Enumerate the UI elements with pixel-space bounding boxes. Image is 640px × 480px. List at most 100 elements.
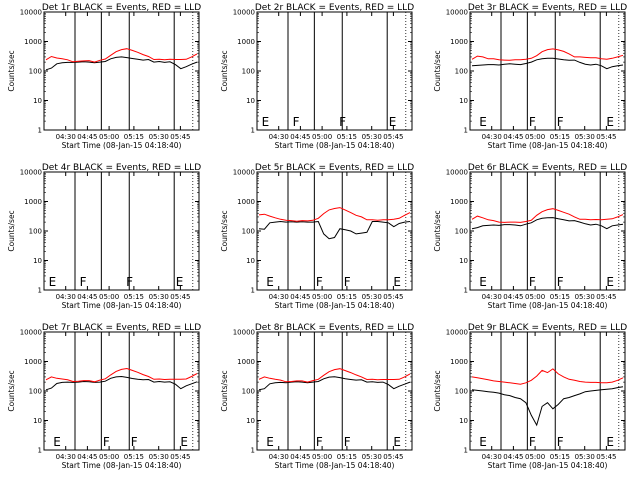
x-tick-label: 05:45 — [596, 133, 616, 141]
plot-frame — [43, 331, 200, 451]
x-tick-label: 04:30 — [269, 293, 289, 301]
y-tick-label: 10000 — [446, 9, 468, 17]
x-tick-label: 05:15 — [124, 453, 144, 461]
x-tick-label: 04:45 — [77, 293, 97, 301]
x-tick-label: 05:45 — [383, 293, 403, 301]
marker-label: F — [103, 435, 110, 449]
y-axis-label: Counts/sec — [7, 370, 16, 411]
x-tick-label: 04:30 — [482, 133, 502, 141]
detector-panel-5: Det 5r BLACK = Events, RED = LLD 1 10 100 10… — [220, 163, 414, 310]
y-tick-label: 100 — [455, 68, 468, 76]
lld-series-line — [258, 207, 411, 222]
marker-label: F — [344, 435, 351, 449]
x-tick-label: 04:30 — [482, 453, 502, 461]
y-tick-label: 1000 — [24, 198, 42, 206]
x-tick-label: 05:15 — [337, 453, 357, 461]
x-tick-label: 05:00 — [312, 453, 332, 461]
y-tick-label: 10 — [246, 257, 255, 265]
y-tick-label: 10000 — [233, 329, 255, 337]
marker-label: F — [344, 275, 351, 289]
marker-label: E — [479, 435, 487, 449]
events-series-line — [471, 386, 624, 427]
y-tick-label: 10000 — [233, 9, 255, 17]
marker-label: E — [266, 435, 274, 449]
marker-label: F — [293, 115, 300, 129]
y-axis-label: Counts/sec — [433, 210, 442, 251]
events-series-line — [258, 220, 411, 240]
x-tick-label: 05:30 — [575, 133, 595, 141]
detector-panel-4: Det 4r BLACK = Events, RED = LLD 1 10 100 10… — [7, 163, 201, 310]
detector-panel-1: Det 1r BLACK = Events, RED = LLD 1 10 100 10… — [7, 3, 201, 150]
y-tick-label: 1 — [38, 447, 42, 455]
x-tick-label: 05:45 — [383, 453, 403, 461]
marker-label: E — [389, 115, 397, 129]
x-tick-label: 05:15 — [550, 133, 570, 141]
y-tick-label: 10 — [459, 417, 468, 425]
y-tick-label: 10000 — [446, 329, 468, 337]
marker-label: E — [393, 275, 401, 289]
marker-label: E — [53, 435, 61, 449]
detector-panel-9: Det 9r BLACK = Events, RED = LLD 1 10 100 10… — [433, 323, 627, 470]
panel-title: Det 3r BLACK = Events, RED = LLD — [468, 3, 627, 13]
marker-label: E — [606, 435, 614, 449]
y-tick-label: 1 — [251, 127, 255, 135]
plot-frame — [256, 11, 413, 131]
x-tick-label: 05:30 — [362, 293, 382, 301]
x-tick-label: 05:15 — [550, 293, 570, 301]
x-axis-label: Start Time (08-Jan-15 04:18:40) — [275, 301, 395, 310]
y-axis-label: Counts/sec — [7, 50, 16, 91]
x-tick-label: 05:00 — [525, 293, 545, 301]
x-tick-label: 05:15 — [124, 293, 144, 301]
x-tick-label: 04:45 — [77, 453, 97, 461]
y-tick-label: 10000 — [446, 169, 468, 177]
x-tick-label: 04:30 — [269, 133, 289, 141]
x-tick-label: 05:30 — [575, 293, 595, 301]
x-tick-label: 05:15 — [550, 453, 570, 461]
detector-panel-6: Det 6r BLACK = Events, RED = LLD 1 10 100 10… — [433, 163, 627, 310]
y-tick-label: 100 — [242, 388, 255, 396]
marker-label: F — [557, 275, 564, 289]
marker-label: F — [316, 275, 323, 289]
x-axis-label: Start Time (08-Jan-15 04:18:40) — [488, 461, 608, 470]
x-tick-label: 04:30 — [482, 293, 502, 301]
panel-title: Det 2r BLACK = Events, RED = LLD — [255, 3, 414, 13]
y-tick-label: 10 — [459, 97, 468, 105]
x-tick-label: 05:15 — [124, 133, 144, 141]
y-axis-label: Counts/sec — [7, 210, 16, 251]
marker-label: E — [479, 275, 487, 289]
panel-title: Det 8r BLACK = Events, RED = LLD — [255, 323, 414, 333]
y-tick-label: 10 — [459, 257, 468, 265]
x-tick-label: 05:15 — [337, 293, 357, 301]
y-tick-label: 1 — [251, 447, 255, 455]
lld-series-line — [471, 208, 624, 223]
panel-title: Det 7r BLACK = Events, RED = LLD — [42, 323, 201, 333]
y-tick-label: 1 — [464, 287, 468, 295]
detector-panel-3: Det 3r BLACK = Events, RED = LLD 1 10 100 10… — [433, 3, 627, 150]
x-tick-label: 05:00 — [99, 453, 119, 461]
x-tick-label: 04:45 — [290, 453, 310, 461]
panel-title: Det 6r BLACK = Events, RED = LLD — [468, 163, 627, 173]
y-tick-label: 100 — [455, 228, 468, 236]
y-tick-label: 10000 — [20, 329, 42, 337]
x-tick-label: 04:30 — [269, 453, 289, 461]
marker-label: E — [606, 275, 614, 289]
y-tick-label: 1 — [38, 127, 42, 135]
y-tick-label: 1000 — [237, 358, 255, 366]
x-tick-label: 05:45 — [596, 293, 616, 301]
y-tick-label: 100 — [29, 388, 42, 396]
detector-panel-7: Det 7r BLACK = Events, RED = LLD 1 10 100 10… — [7, 323, 201, 470]
y-tick-label: 10000 — [233, 169, 255, 177]
x-axis-label: Start Time (08-Jan-15 04:18:40) — [275, 461, 395, 470]
plot-frame — [43, 11, 200, 131]
x-tick-label: 05:45 — [596, 453, 616, 461]
y-tick-label: 1 — [251, 287, 255, 295]
plot-frame — [43, 171, 200, 291]
x-tick-label: 05:00 — [525, 133, 545, 141]
x-tick-label: 04:45 — [290, 293, 310, 301]
y-tick-label: 1000 — [450, 358, 468, 366]
events-series-line — [471, 57, 624, 70]
plot-frame — [469, 11, 626, 131]
x-axis-label: Start Time (08-Jan-15 04:18:40) — [275, 141, 395, 150]
events-series-line — [471, 217, 624, 230]
marker-label: F — [131, 435, 138, 449]
